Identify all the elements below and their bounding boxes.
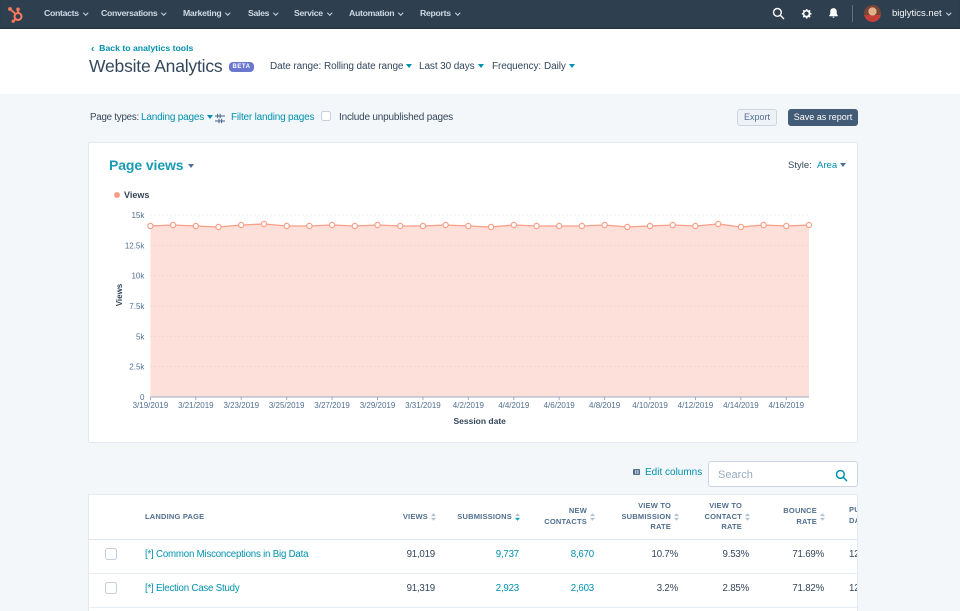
svg-text:3/23/2019: 3/23/2019 xyxy=(223,401,259,410)
svg-text:4/2/2019: 4/2/2019 xyxy=(453,401,485,410)
svg-text:10k: 10k xyxy=(131,272,145,281)
svg-text:4/10/2019: 4/10/2019 xyxy=(632,401,668,410)
svg-text:15k: 15k xyxy=(131,211,145,220)
svg-text:2.5k: 2.5k xyxy=(129,363,145,372)
svg-text:3/29/2019: 3/29/2019 xyxy=(360,401,396,410)
svg-text:4/12/2019: 4/12/2019 xyxy=(678,401,714,410)
svg-text:Views: Views xyxy=(115,283,124,306)
svg-text:3/27/2019: 3/27/2019 xyxy=(314,401,350,410)
svg-text:Session date: Session date xyxy=(453,416,506,426)
svg-text:3/21/2019: 3/21/2019 xyxy=(178,401,214,410)
svg-text:12.5k: 12.5k xyxy=(125,241,146,250)
svg-text:3/19/2019: 3/19/2019 xyxy=(133,401,169,410)
svg-text:4/16/2019: 4/16/2019 xyxy=(768,401,804,410)
svg-text:Views: Views xyxy=(124,190,149,200)
svg-text:3/31/2019: 3/31/2019 xyxy=(405,401,441,410)
svg-text:3/25/2019: 3/25/2019 xyxy=(269,401,305,410)
svg-text:4/4/2019: 4/4/2019 xyxy=(498,401,530,410)
svg-text:5k: 5k xyxy=(136,332,145,341)
svg-text:0: 0 xyxy=(140,393,145,402)
svg-text:4/6/2019: 4/6/2019 xyxy=(544,401,576,410)
svg-text:4/14/2019: 4/14/2019 xyxy=(723,401,759,410)
svg-text:4/8/2019: 4/8/2019 xyxy=(589,401,621,410)
svg-text:7.5k: 7.5k xyxy=(129,302,145,311)
